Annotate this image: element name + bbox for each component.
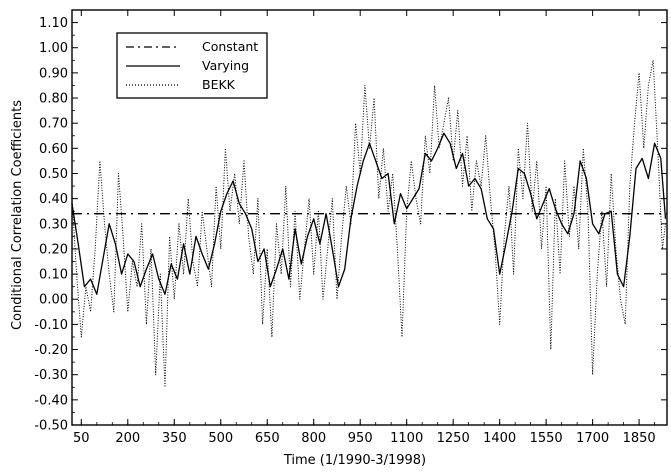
y-tick-label: 1.00 (39, 41, 68, 56)
x-tick-label: 950 (348, 431, 373, 446)
chart-axes: -0.50 -0.40 -0.30 -0.20 -0.10 0.00 0.10 0.20 0.3… (34, 9, 668, 446)
y-tick-label: 0.00 (39, 293, 68, 308)
x-tick-label: 1850 (623, 431, 656, 446)
y-tick-label: 0.60 (39, 142, 68, 157)
y-tick-label: 0.70 (39, 117, 68, 132)
y-tick-label: 0.30 (39, 217, 68, 232)
x-tick-label: 1550 (530, 431, 563, 446)
x-tick-label: 800 (301, 431, 326, 446)
y-tick-label: -0.10 (34, 318, 68, 333)
x-tick-label: 1700 (576, 431, 609, 446)
x-tick-label: 1250 (437, 431, 470, 446)
y-tick-label: -0.20 (34, 343, 68, 358)
x-tick-label: 350 (162, 431, 187, 446)
y-tick-label: 0.10 (39, 268, 68, 283)
x-axis-title: Time (1/1990-3/1998) (283, 453, 426, 468)
chart-marks (71, 59, 667, 388)
x-tick-label: 650 (255, 431, 280, 446)
y-tick-label: 0.40 (39, 192, 68, 207)
legend-label-varying: Varying (202, 58, 249, 73)
x-tick-label: 1400 (483, 431, 516, 446)
legend-label-bekk: BEKK (202, 77, 236, 92)
y-axis-title: Conditional Correlation Coefficients (10, 100, 25, 330)
y-tick-label: 0.90 (39, 66, 68, 81)
x-tick-label: 1100 (390, 431, 423, 446)
x-tick-label: 200 (115, 431, 140, 446)
y-tick-label: 1.10 (39, 16, 68, 31)
plot-frame (71, 9, 668, 426)
series-line-bekk (71, 59, 666, 388)
y-tick-label: 0.50 (39, 167, 68, 182)
y-tick-label: 0.20 (39, 242, 68, 257)
x-tick-label: 500 (208, 431, 233, 446)
legend: Constant Varying BEKK (116, 32, 268, 99)
x-tick-label: 50 (73, 431, 90, 446)
y-tick-label: -0.50 (34, 419, 68, 434)
y-tick-label: -0.40 (34, 393, 68, 408)
series-line-varying (71, 132, 667, 295)
y-tick-label: 0.80 (39, 92, 68, 107)
y-tick-label: -0.30 (34, 368, 68, 383)
legend-label-constant: Constant (202, 39, 258, 54)
